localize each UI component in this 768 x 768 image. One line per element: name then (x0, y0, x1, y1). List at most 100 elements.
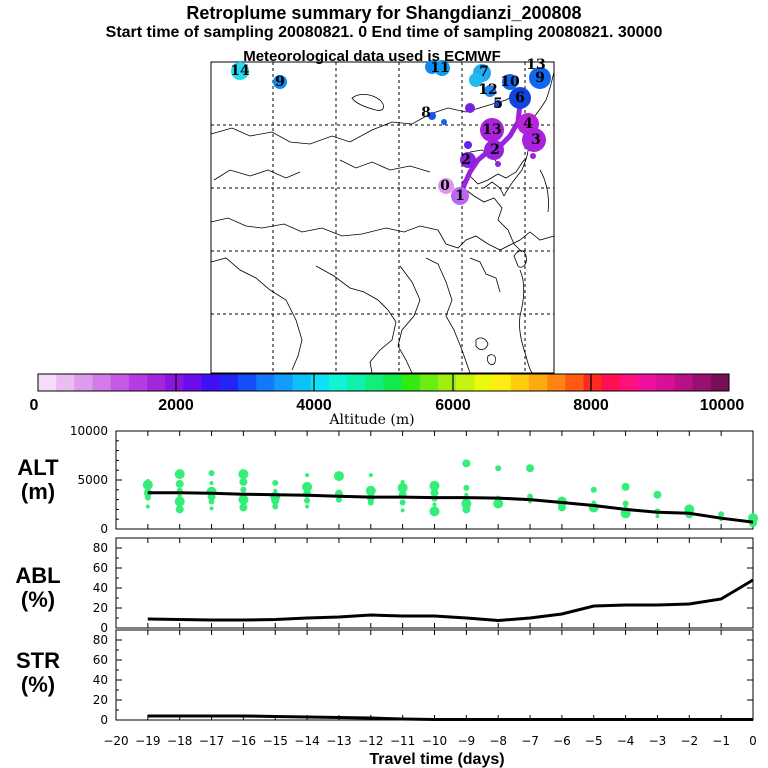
x-tick-label: −8 (489, 734, 507, 748)
colorbar-cell (601, 374, 621, 391)
plume-dot (530, 153, 536, 159)
day-label: 11 (430, 60, 449, 76)
alt-panel-label: ALT (m) (8, 456, 68, 504)
alt-particle-point (239, 503, 248, 512)
alt-particle-point (175, 479, 184, 488)
colorbar-cell (656, 374, 675, 391)
str-line (147, 714, 753, 721)
x-tick-label: −15 (263, 734, 288, 748)
alt-particle-point (144, 494, 151, 501)
sampling-time-subtitle: Start time of sampling 20080821. 0 End t… (105, 24, 663, 41)
day-label: 14 (230, 63, 250, 79)
alt-particle-point (621, 482, 630, 491)
colorbar-cell (310, 374, 330, 391)
colorbar-cell (583, 374, 603, 391)
plume-dot (480, 118, 504, 142)
str-panel-frame (115, 629, 754, 721)
alt-particle-point (526, 464, 535, 473)
x-tick-label: −17 (199, 734, 224, 748)
x-tick-label: −16 (231, 734, 256, 748)
x-tick-label: −1 (712, 734, 730, 748)
day-label: 13 (526, 57, 545, 73)
day-label: 0 (440, 178, 450, 194)
colorbar-cell (165, 374, 184, 391)
plume-dot (469, 73, 483, 87)
day-label: 1 (455, 188, 465, 204)
colorbar-cell (401, 374, 421, 391)
y-tick-label: 40 (93, 581, 108, 595)
plume-trajectory (231, 60, 551, 205)
alt-particle-point (368, 473, 373, 478)
x-tick-label: −9 (457, 734, 475, 748)
chart-title: Retroplume summary for Shangdianzi_20080… (186, 3, 582, 23)
alt-particle-point (429, 480, 440, 491)
colorbar-cell (147, 374, 166, 391)
alt-particle-point (305, 504, 310, 509)
plume-dot (451, 187, 469, 205)
str-label: STR (16, 648, 60, 673)
str-panel-label: STR (%) (8, 649, 68, 697)
colorbar-cell (510, 374, 530, 391)
day-label: 2 (490, 142, 500, 158)
alt-particle-point (175, 505, 184, 514)
alt-particle-point (174, 496, 185, 507)
day-label: 12 (478, 82, 497, 98)
plume-dot (484, 140, 504, 160)
y-tick-label: 5000 (77, 473, 108, 487)
alt-particle-point (462, 505, 471, 514)
y-tick-label: 10000 (70, 424, 108, 438)
colorbar-tick-label: 10000 (700, 397, 745, 414)
plume-dot (465, 103, 475, 113)
colorbar-cell (438, 374, 457, 391)
plume-dot (495, 161, 501, 167)
map-frame (210, 61, 555, 374)
colorbar-cell (256, 374, 275, 391)
alt-particle-point (272, 479, 279, 486)
alt-particle-point (209, 506, 214, 511)
plume-dot (428, 112, 436, 120)
colorbar-cell (383, 374, 403, 391)
colorbar-cell (456, 374, 475, 391)
y-tick-label: 0 (100, 522, 108, 536)
alt-particle-point (174, 469, 185, 480)
x-tick-label: −4 (617, 734, 635, 748)
plume-dot (273, 75, 287, 89)
x-tick-label: −12 (358, 734, 383, 748)
x-tick-label: −10 (422, 734, 447, 748)
colorbar-cell (183, 374, 203, 391)
colorbar-cell (474, 374, 494, 391)
alt-particle-point (142, 479, 153, 490)
colorbar-cell (365, 374, 384, 391)
plume-dot (441, 119, 447, 125)
alt-unit: (m) (20, 479, 56, 504)
alt-particle-point (208, 470, 215, 477)
colorbar-cell (92, 374, 112, 391)
colorbar-cell (74, 374, 94, 391)
x-tick-label: −14 (294, 734, 319, 748)
day-label: 9 (535, 70, 545, 86)
alt-y-ticks: 10000 5000 0 (70, 424, 753, 536)
day-label: 7 (479, 64, 489, 80)
y-tick-label: 60 (93, 653, 108, 667)
colorbar-title: Altitude (m) (328, 412, 414, 428)
colorbar-cell (638, 374, 657, 391)
plume-dot (464, 141, 472, 149)
x-tick-label: −18 (167, 734, 192, 748)
alt-particle-point (430, 488, 439, 497)
alt-particle-point (238, 469, 249, 480)
colorbar-tick-label: 4000 (296, 397, 332, 414)
alt-particle-point (495, 465, 502, 472)
y-tick-label: 0 (100, 713, 108, 727)
alt-particle-point (461, 498, 472, 509)
alt-particle-point (304, 497, 311, 504)
abl-y-ticks: 80 60 40 20 0 (93, 537, 753, 635)
alt-particle-point (590, 486, 597, 493)
colorbar-cell (528, 374, 548, 391)
colorbar-frame (37, 373, 730, 392)
x-tick-label: −7 (521, 734, 539, 748)
plume-dot (522, 128, 546, 152)
x-tick-label: −13 (326, 734, 351, 748)
colorbar-cell (547, 374, 566, 391)
plume-dot (231, 62, 249, 80)
alt-particle-point (272, 503, 279, 510)
